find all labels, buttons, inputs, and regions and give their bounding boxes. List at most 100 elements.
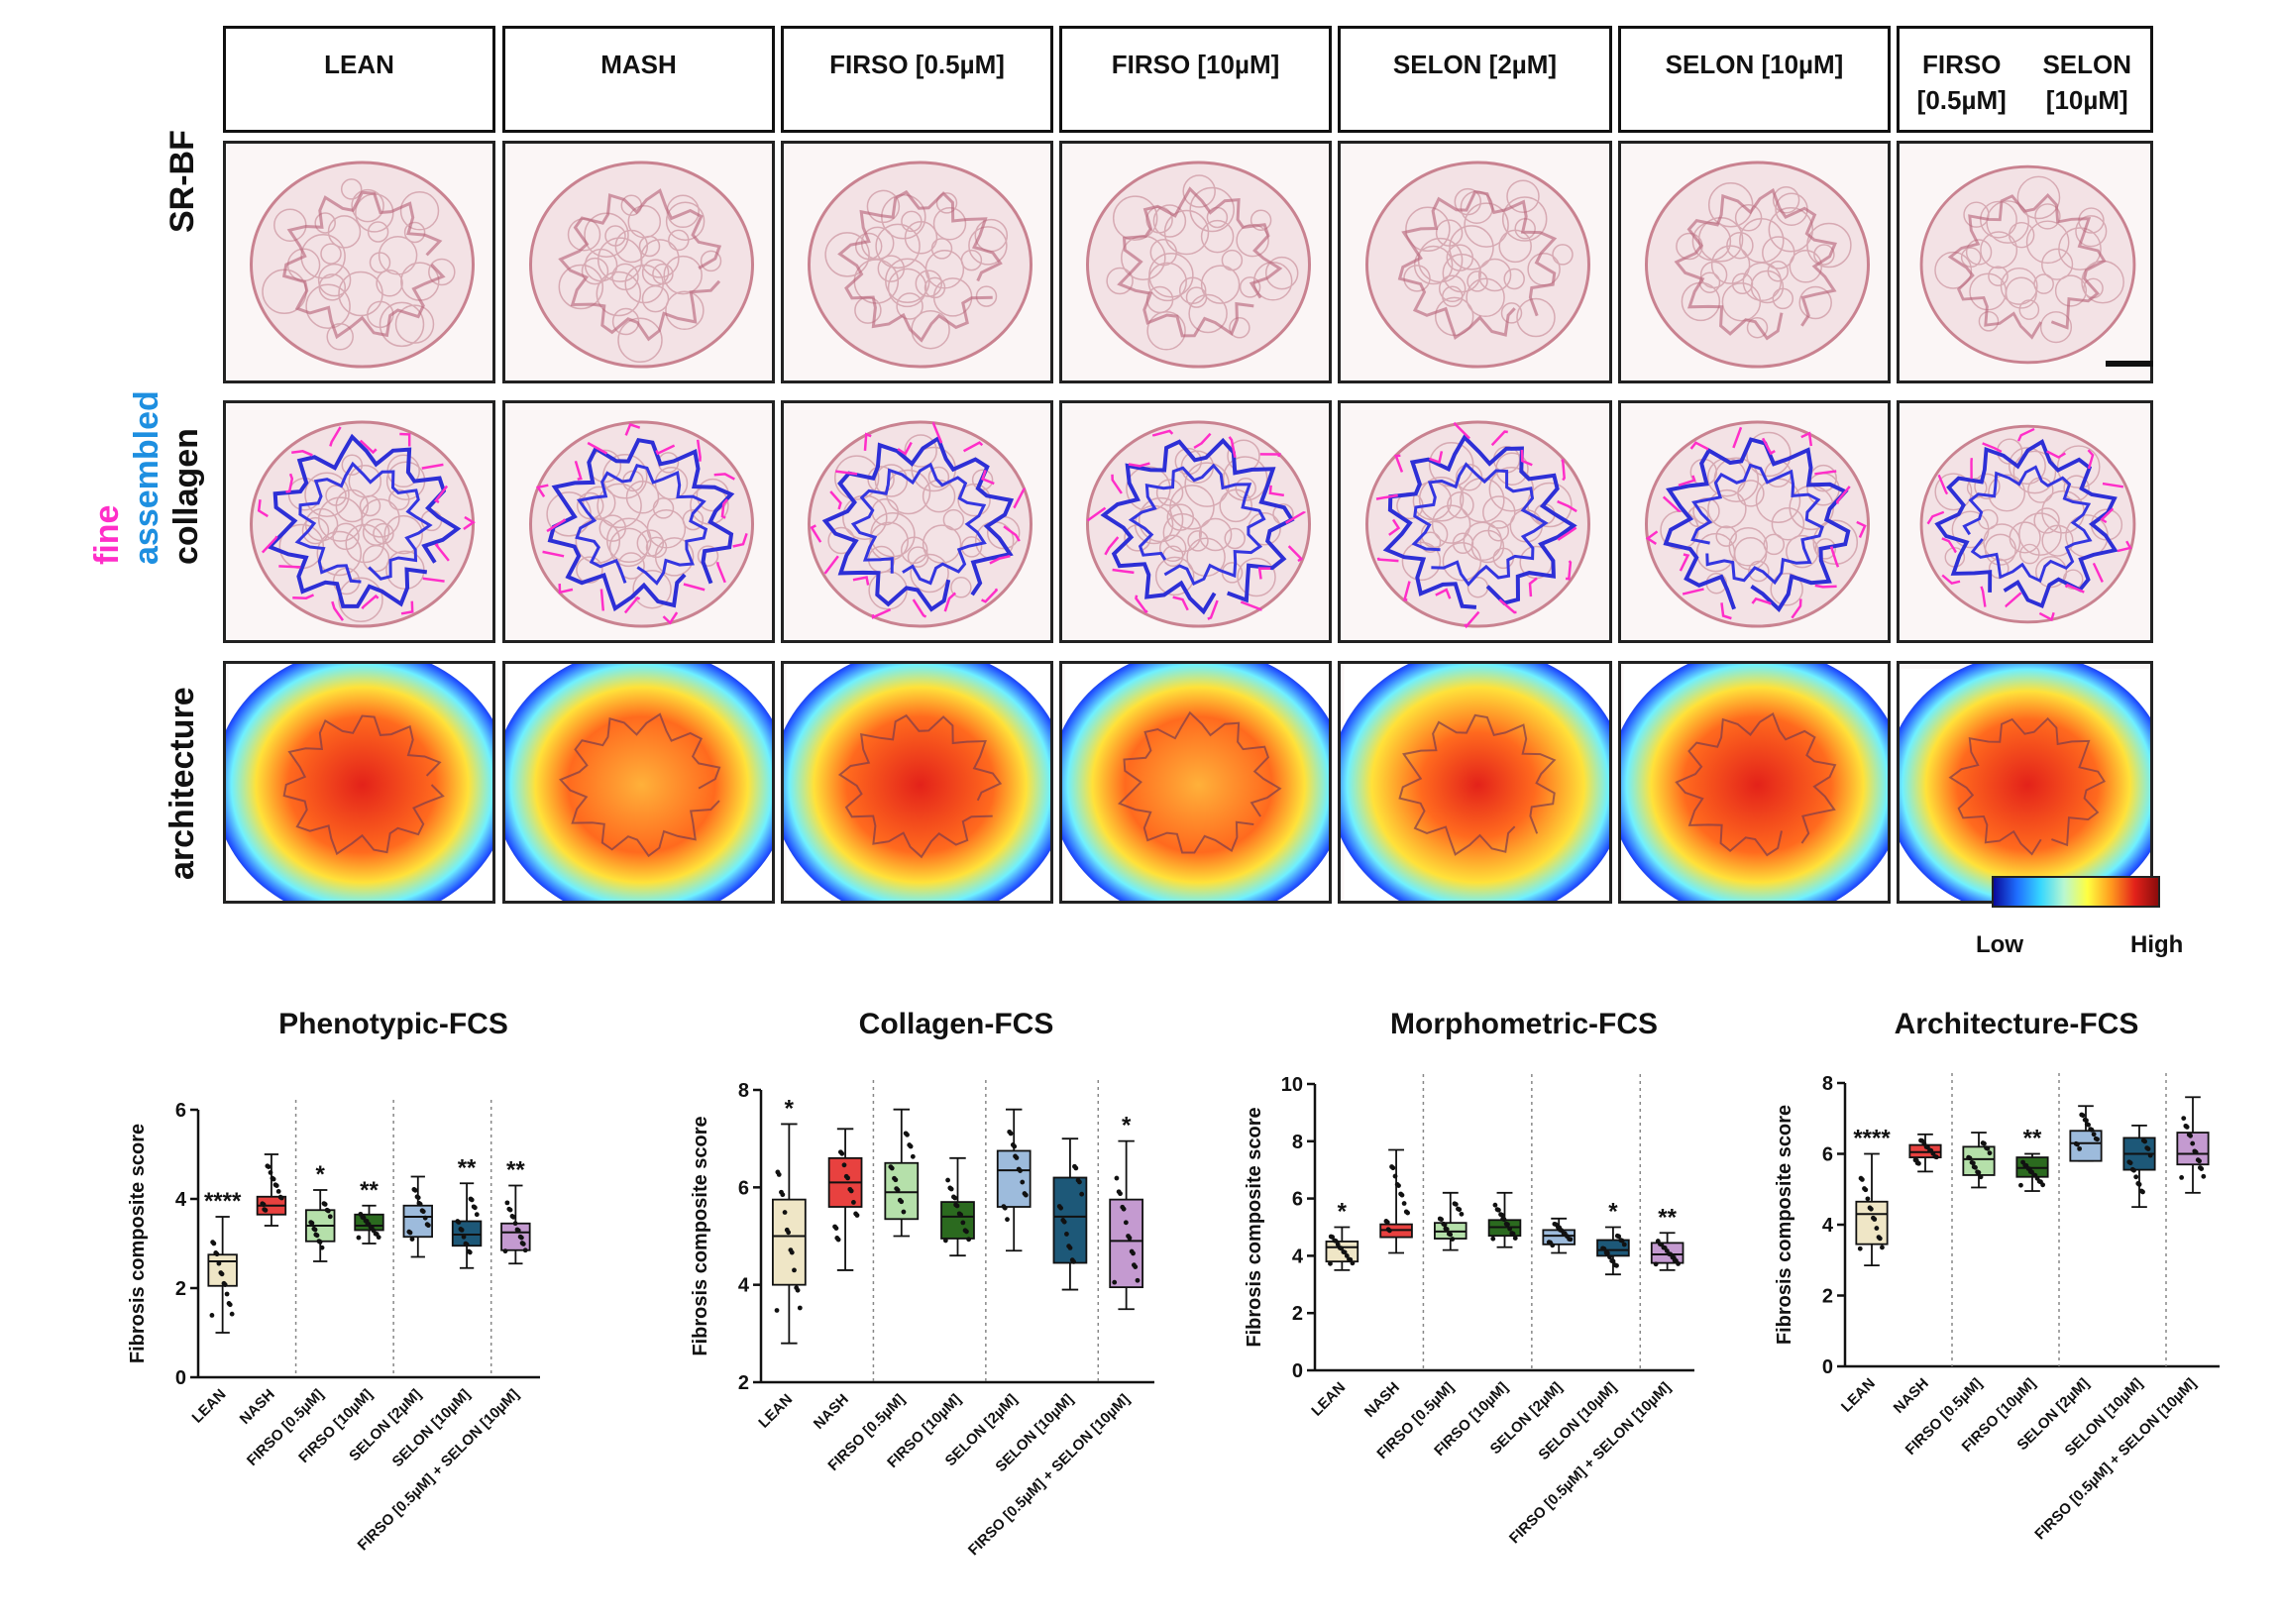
srbf-tile-5 (1338, 141, 1612, 383)
colorbar-high-label: High (2130, 931, 2184, 958)
data-point (1862, 1186, 1867, 1191)
collagen-tile-5 (1338, 400, 1612, 643)
box-3 (884, 1161, 920, 1221)
data-point (1667, 1251, 1672, 1256)
data-point (892, 1175, 897, 1181)
x-tick-label: NASH (1891, 1375, 1932, 1417)
data-point (411, 1186, 417, 1192)
data-point (1332, 1238, 1338, 1244)
column-header-line: LEAN (324, 50, 394, 79)
data-point (1561, 1231, 1567, 1236)
data-point (1131, 1262, 1137, 1268)
data-point (847, 1186, 853, 1192)
architecture-tile-6 (1618, 661, 1891, 904)
y-axis-label: Fibrosis composite score (1774, 1105, 1795, 1345)
collagen-tile-1 (223, 400, 495, 643)
data-point (1857, 1245, 1863, 1251)
data-point (1987, 1150, 1993, 1156)
x-tick-label: NASH (237, 1386, 278, 1428)
data-point (422, 1215, 428, 1221)
data-point (945, 1177, 950, 1183)
data-point (213, 1249, 219, 1255)
data-point (2036, 1178, 2042, 1184)
data-point (1932, 1153, 1938, 1159)
data-point (1672, 1257, 1678, 1263)
data-point (779, 1189, 784, 1195)
data-point (321, 1201, 327, 1207)
data-point (2190, 1140, 2196, 1146)
data-point (1923, 1144, 1929, 1149)
data-point (313, 1232, 319, 1238)
x-tick-label: LEAN (1838, 1375, 1879, 1416)
y-tick-label: 8 (1292, 1132, 1303, 1153)
data-point (406, 1229, 412, 1235)
column-header-line: SELON [10µM] (1665, 50, 1844, 79)
chart-title: Morphometric-FCS (1390, 1008, 1658, 1040)
collagen-tile-7 (1897, 400, 2153, 643)
data-point (275, 1189, 281, 1194)
data-point (463, 1241, 469, 1246)
data-point (1603, 1249, 1609, 1255)
data-point (1385, 1227, 1391, 1233)
data-point (466, 1248, 472, 1254)
collagen-tile-6 (1618, 400, 1891, 643)
data-point (512, 1221, 518, 1227)
column-header-4: FIRSO [10µM] (1059, 26, 1332, 133)
data-point (458, 1227, 464, 1232)
data-point (853, 1211, 859, 1217)
data-point (960, 1220, 966, 1226)
data-point (903, 1131, 909, 1137)
significance-stars: ** (458, 1154, 477, 1181)
architecture-tile-1 (223, 661, 495, 904)
data-point (1022, 1191, 1028, 1196)
y-tick-label: 0 (1822, 1356, 1833, 1378)
data-point (1614, 1233, 1620, 1239)
data-point (308, 1220, 314, 1226)
data-point (1880, 1245, 1885, 1250)
data-point (1450, 1237, 1456, 1242)
data-point (888, 1164, 894, 1169)
y-axis-label: Fibrosis composite score (690, 1116, 711, 1355)
x-tick-label: NASH (811, 1391, 852, 1433)
srbf-tile-4 (1059, 141, 1332, 383)
data-point (1609, 1258, 1615, 1263)
data-point (416, 1200, 422, 1206)
column-header-line: MASH (600, 50, 677, 79)
column-header-line: FIRSO [10µM] (1111, 50, 1280, 79)
data-point (409, 1237, 415, 1242)
data-point (218, 1270, 224, 1275)
data-point (2181, 1116, 2187, 1122)
data-point (2027, 1169, 2033, 1174)
data-point (2084, 1122, 2090, 1127)
data-point (319, 1245, 325, 1250)
data-point (2138, 1188, 2144, 1194)
data-point (365, 1221, 371, 1227)
y-tick-label: 4 (738, 1275, 750, 1297)
data-point (2195, 1157, 2201, 1163)
data-point (1966, 1154, 1972, 1160)
x-tick-label: NASH (1361, 1379, 1403, 1421)
data-point (1876, 1235, 1882, 1241)
data-point (1492, 1202, 1498, 1208)
data-point (782, 1210, 788, 1215)
data-point (2077, 1145, 2083, 1151)
data-point (1013, 1153, 1018, 1159)
data-point (1653, 1261, 1659, 1267)
data-point (1383, 1219, 1389, 1224)
data-point (1494, 1207, 1500, 1213)
data-point (455, 1219, 461, 1224)
data-point (2091, 1132, 2097, 1137)
data-point (1567, 1237, 1572, 1242)
data-point (1056, 1204, 1062, 1209)
data-point (1344, 1252, 1350, 1258)
data-point (1441, 1221, 1447, 1227)
data-point (910, 1153, 916, 1159)
y-tick-label: 8 (1822, 1073, 1833, 1095)
architecture-tile-3 (781, 661, 1053, 904)
data-point (1001, 1204, 1007, 1210)
data-point (1618, 1238, 1624, 1244)
data-point (1558, 1227, 1563, 1233)
column-header-3: FIRSO [0.5µM] (781, 26, 1053, 133)
x-tick-label: LEAN (755, 1391, 796, 1432)
